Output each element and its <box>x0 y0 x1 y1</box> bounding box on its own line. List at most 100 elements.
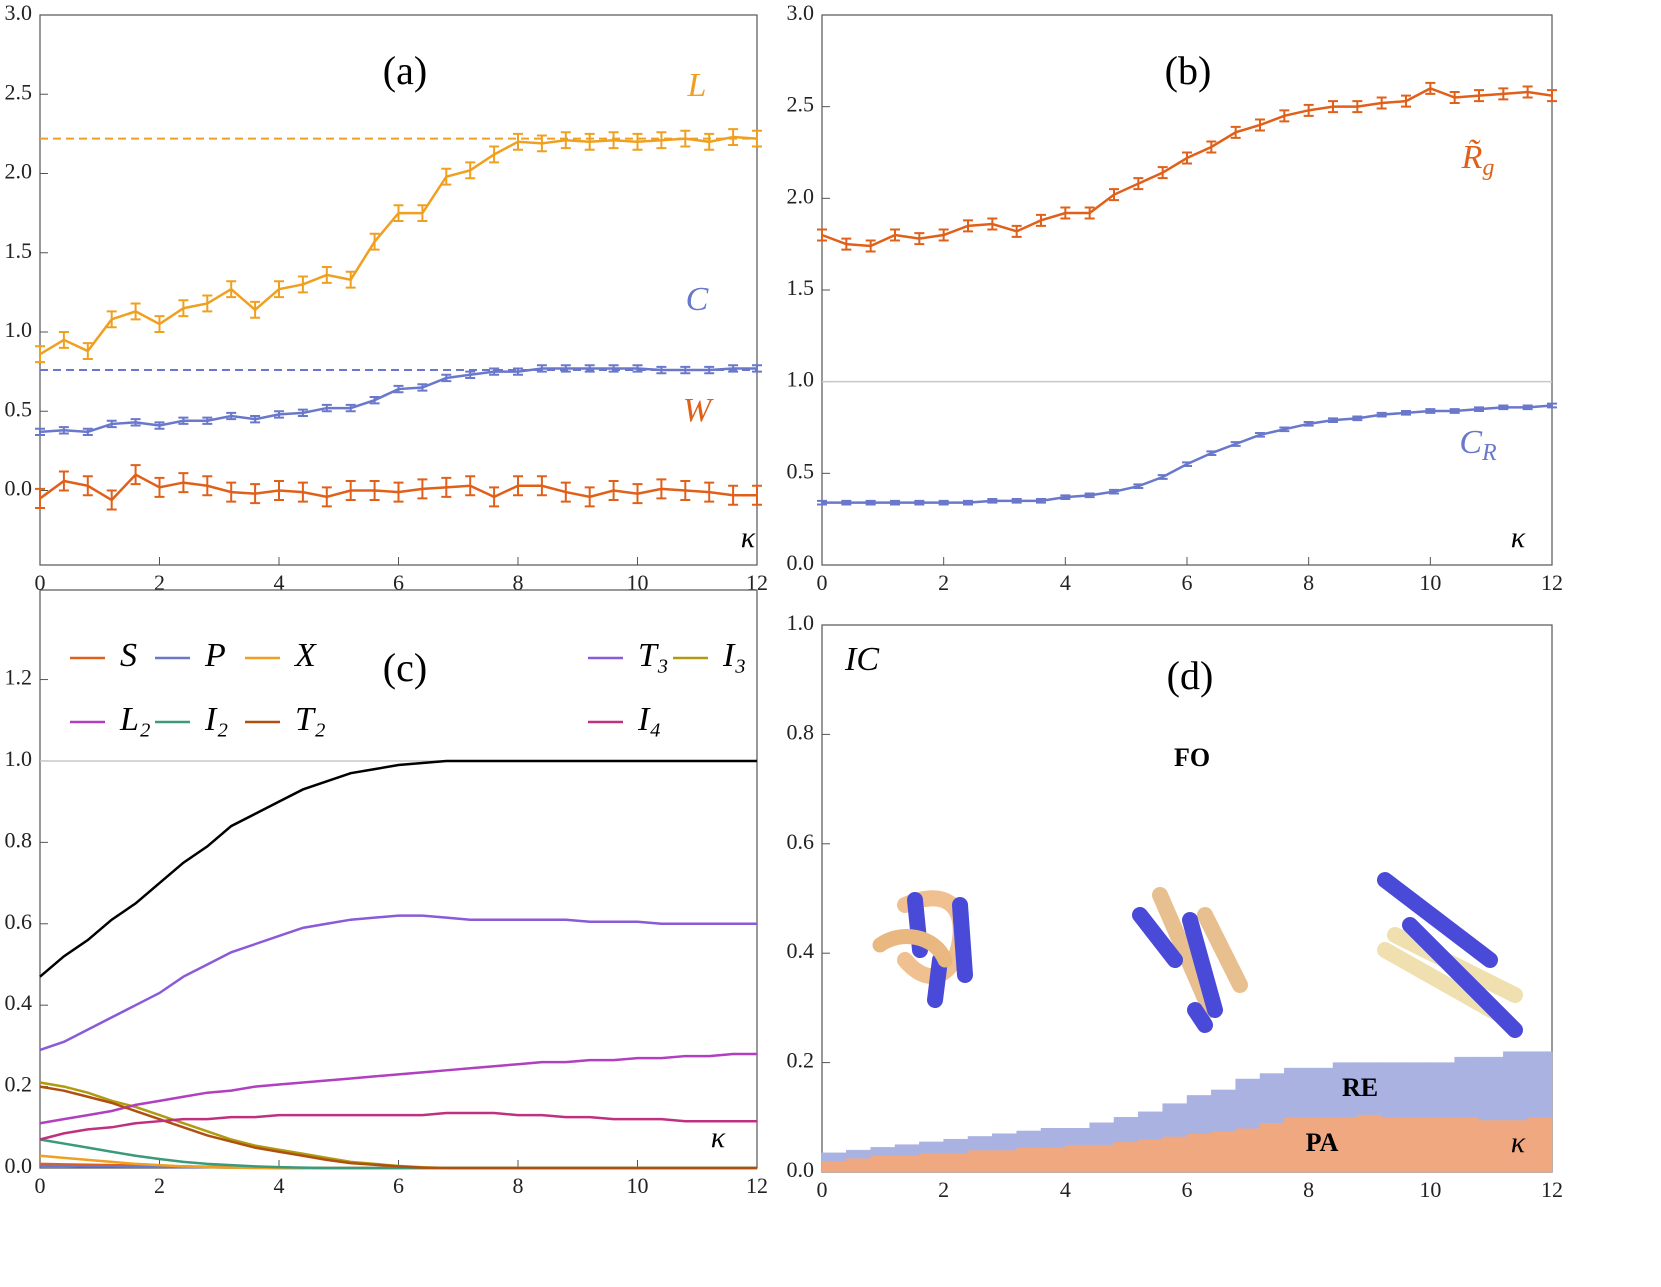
x-tick-label: 10 <box>1419 1177 1441 1202</box>
error-bar <box>130 464 141 486</box>
histogram-bar <box>1478 1056 1504 1121</box>
histogram-bar <box>943 1152 969 1173</box>
error-bar <box>274 280 284 299</box>
annotation-text: κ <box>1511 521 1526 554</box>
x-tick-label: 12 <box>1541 570 1563 595</box>
annotation: (b) <box>1165 48 1212 93</box>
error-bar <box>1425 81 1436 95</box>
histogram-bar <box>1259 1073 1285 1124</box>
error-bar <box>632 483 643 505</box>
series-line <box>821 86 1553 248</box>
y-tick-label: 0.0 <box>787 550 815 575</box>
error-bar <box>106 310 117 329</box>
annotation: C <box>686 281 709 318</box>
error-bar <box>987 498 998 504</box>
series-line <box>39 914 757 1052</box>
error-bar <box>656 131 667 150</box>
error-bar <box>656 478 667 500</box>
error-bar <box>704 132 715 151</box>
error-bar <box>321 486 332 508</box>
y-tick-label: 1.5 <box>5 238 33 263</box>
error-bar <box>1547 89 1557 103</box>
error-bar <box>274 479 284 502</box>
x-tick-label: 12 <box>1541 1177 1563 1202</box>
legend-label: S <box>120 637 137 674</box>
y-tick-label: 0.0 <box>5 1153 33 1178</box>
error-bar <box>1011 224 1022 238</box>
error-bar <box>560 131 571 150</box>
error-bar <box>154 476 165 498</box>
error-bar <box>274 410 284 419</box>
error-bar <box>890 499 900 506</box>
error-bar <box>1303 421 1314 427</box>
annotation: IC <box>844 641 879 678</box>
annotation-text: C <box>1459 424 1482 461</box>
annotation: PA <box>1306 1128 1339 1157</box>
annotation-text: FO <box>1174 743 1210 772</box>
error-bar <box>1376 96 1387 110</box>
error-bar <box>752 484 762 506</box>
error-bar <box>728 484 739 506</box>
error-bar <box>321 403 332 413</box>
x-tick-label: 8 <box>1303 570 1314 595</box>
error-bar <box>35 345 45 364</box>
y-tick-label: 0.5 <box>5 396 33 421</box>
error-bar <box>1328 417 1338 423</box>
error-bar <box>584 132 595 151</box>
annotation-subscript: R <box>1481 440 1497 466</box>
y-tick-label: 0.0 <box>5 476 33 501</box>
histogram-bar <box>1405 1062 1431 1118</box>
error-bar <box>465 370 476 379</box>
histogram-bar <box>1138 1111 1163 1140</box>
error-bar <box>1352 415 1363 422</box>
x-tick-label: 10 <box>627 570 649 595</box>
error-bar <box>82 475 93 497</box>
histogram-bar <box>1454 1056 1480 1118</box>
annotation: (c) <box>383 645 427 690</box>
error-bar <box>58 331 69 349</box>
error-bar <box>1036 498 1046 504</box>
error-bar <box>441 373 452 383</box>
histogram-bar <box>1162 1136 1188 1173</box>
annotation-text: (c) <box>383 645 427 690</box>
error-bar <box>465 475 476 497</box>
error-bar <box>1425 408 1436 414</box>
error-bar <box>608 479 619 502</box>
error-bar <box>1011 498 1022 504</box>
error-bar <box>345 403 356 413</box>
histogram-bar <box>821 1160 847 1173</box>
error-bar <box>1206 450 1217 456</box>
annotation: FO <box>1174 743 1210 772</box>
error-bar <box>632 132 643 151</box>
error-bar <box>1279 109 1290 123</box>
error-bar <box>393 204 404 223</box>
histogram-bar <box>1016 1130 1042 1148</box>
error-bar <box>536 134 547 153</box>
error-bar <box>393 384 404 394</box>
x-tick-label: 2 <box>938 570 949 595</box>
histogram-bar <box>846 1149 871 1159</box>
histogram-bar <box>1284 1117 1309 1173</box>
annotation-text: W <box>683 392 714 429</box>
error-bar <box>963 499 973 506</box>
panel: 0.0 0.5 1.0 1.5 2.0 2.5 3.0 0 2 4 6 8 10 12 (a) L C Wκ <box>5 0 769 595</box>
legend-label: I₂ <box>204 701 228 738</box>
series-line <box>39 1052 757 1125</box>
annotation-text: IC <box>844 641 879 678</box>
histogram-bar <box>919 1141 944 1154</box>
error-bar <box>728 128 739 146</box>
error-bar <box>202 475 213 497</box>
histogram-bar <box>1527 1117 1553 1173</box>
annotation: W <box>683 392 714 429</box>
error-bar <box>1449 408 1460 414</box>
histogram-bar <box>1235 1127 1261 1173</box>
histogram-bar <box>919 1152 944 1173</box>
error-bar <box>297 275 308 294</box>
annotation: CR <box>1459 424 1497 467</box>
histogram-bar <box>1357 1062 1382 1115</box>
error-bar <box>58 426 69 435</box>
y-tick-label: 1.0 <box>5 317 33 342</box>
error-bar <box>680 129 691 148</box>
error-bar <box>1084 206 1095 220</box>
